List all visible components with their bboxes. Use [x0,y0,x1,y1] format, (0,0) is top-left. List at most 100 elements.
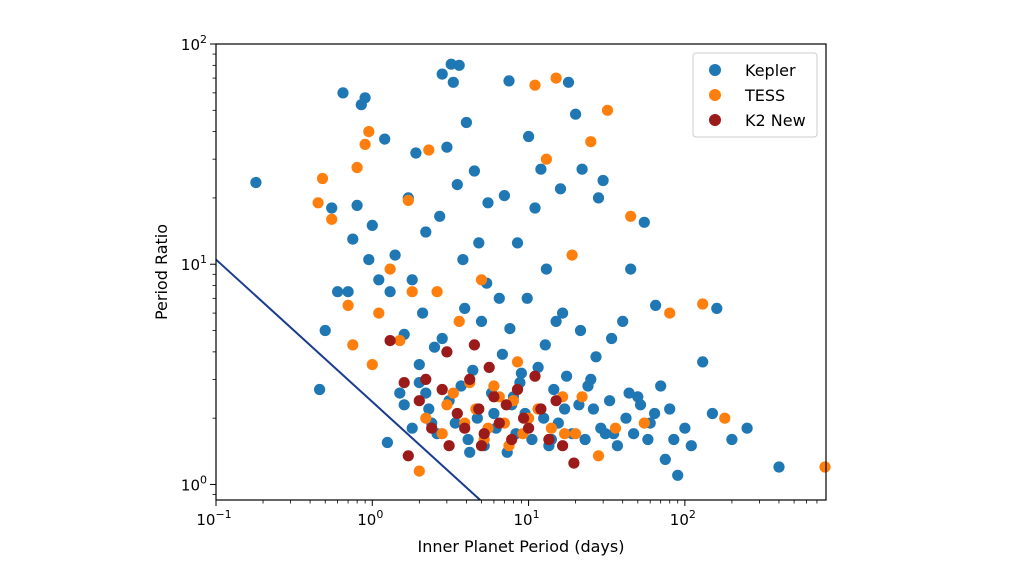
point-kepler [250,176,262,189]
point-kepler [351,199,363,211]
point-kepler [625,263,637,275]
point-kepler [526,433,538,446]
point-kepler [574,324,587,337]
point-tess [511,356,524,368]
point-tess [436,428,448,440]
point-kepler [471,412,483,424]
point-kepler [504,323,516,335]
point-kepler [406,422,418,434]
point-k2-new [420,373,432,385]
point-kepler [597,174,609,187]
point-kepler [576,163,588,175]
point-kepler [559,403,571,415]
point-tess [402,194,414,206]
point-kepler [642,433,654,446]
point-kepler [672,469,684,481]
point-kepler [726,433,738,446]
point-kepler [420,226,432,238]
point-kepler [475,315,488,327]
point-k2-new [483,361,495,373]
point-tess [447,387,459,399]
point-kepler [464,446,476,458]
point-kepler [449,417,461,429]
point-tess [664,307,676,319]
point-tess [394,335,406,347]
x-tick-label: 10−1 [196,508,231,529]
point-kepler [557,307,569,319]
point-kepler [649,407,661,420]
point-tess [609,422,622,434]
point-kepler [441,141,453,153]
y-axis-label: Period Ratio [152,224,171,320]
point-tess [576,391,588,403]
point-kepler [394,387,406,399]
point-kepler [460,116,472,129]
point-kepler [697,356,709,368]
point-kepler [606,332,618,345]
point-kepler [550,315,562,327]
point-k2-new [443,440,455,452]
point-kepler [434,210,446,222]
point-tess [453,315,465,327]
point-kepler [398,399,410,411]
point-k2-new [398,377,410,389]
point-kepler [561,370,573,382]
point-tess [431,286,443,298]
point-tess [373,307,385,319]
point-kepler [459,302,471,314]
x-axis-label: Inner Planet Period (days) [418,537,625,556]
plot-area-frame [215,43,827,501]
legend-label-kepler: Kepler [745,61,796,80]
point-kepler [620,412,632,424]
point-kepler [650,299,662,311]
point-kepler [314,383,326,396]
point-k2-new [493,417,505,429]
point-kepler [451,179,463,191]
point-k2-new [535,403,547,415]
point-kepler [535,163,547,175]
point-kepler [498,190,510,202]
y-tick-label: 100 [181,473,207,494]
point-k2-new [413,395,425,407]
point-kepler [679,422,691,434]
point-kepler [347,233,359,245]
point-tess [347,339,359,351]
point-tess [366,359,378,371]
point-kepler [532,361,544,373]
point-kepler [539,339,551,351]
point-k2-new [402,450,414,462]
point-k2-new [478,428,490,440]
point-k2-new [506,433,518,446]
point-k2-new [464,373,476,385]
legend-label-k2-new: K2 New [745,111,806,130]
point-kepler [482,197,494,209]
point-kepler [462,433,474,446]
limit-line [215,258,481,501]
point-tess [359,138,371,150]
point-kepler [457,254,469,266]
point-kepler [381,436,393,449]
point-tess [406,286,418,298]
point-kepler [428,341,441,353]
point-kepler [623,387,635,399]
point-k2-new [473,403,485,415]
point-k2-new [529,370,541,382]
point-kepler [634,399,647,411]
point-tess [566,249,578,261]
point-tess [592,450,605,462]
point-tess [423,144,435,156]
point-kepler [410,147,422,159]
point-kepler [711,302,723,314]
point-kepler [664,403,676,415]
point-tess [312,197,324,209]
legend-marker-tess [709,89,721,101]
point-kepler [570,108,582,120]
point-k2-new [468,339,480,351]
point-kepler [417,307,429,319]
point-tess [363,126,375,138]
point-tess [326,213,338,225]
point-k2-new [568,457,580,469]
limit-line-layer [215,258,481,501]
point-kepler [455,380,467,392]
